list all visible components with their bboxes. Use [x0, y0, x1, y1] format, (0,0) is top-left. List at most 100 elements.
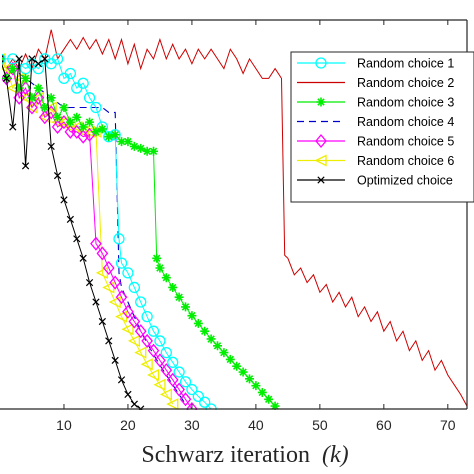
legend-label-random-choice-4: Random choice 4 — [357, 115, 454, 129]
random-choice-6-line — [2, 61, 174, 405]
random-choice-3-point-9 — [53, 112, 63, 122]
optimized-choice-point-8 — [47, 142, 55, 151]
random-choice-3-point-5 — [27, 93, 37, 103]
random-choice-3-point-29 — [174, 292, 184, 302]
random-choice-3-point-20 — [123, 137, 133, 147]
random-choice-5-point-25 — [154, 353, 166, 368]
random-choice-6-point-24 — [147, 368, 160, 382]
random-choice-1-point-12 — [83, 92, 96, 104]
optimized-choice-point-19 — [117, 376, 126, 384]
x-axis-title-var: (k) — [322, 442, 349, 468]
x-tick-label-10: 10 — [56, 417, 72, 433]
legend-label-random-choice-6: Random choice 6 — [357, 154, 454, 168]
x-tick-label-50: 50 — [312, 417, 328, 433]
random-choice-5-point-29 — [179, 392, 192, 407]
random-choice-3-point-37 — [225, 354, 235, 364]
random-choice-3-point-3 — [14, 83, 24, 93]
random-choice-5-point-17 — [102, 260, 115, 276]
random-choice-3-point-42 — [257, 387, 267, 397]
random-choice-1-point-26 — [167, 356, 179, 368]
legend-marker-random-choice-6 — [314, 154, 327, 167]
legend-label-optimized-choice: Optimized choice — [357, 174, 453, 188]
random-choice-3-point-4 — [21, 73, 31, 83]
random-choice-3-point-16 — [97, 124, 107, 134]
random-choice-5-point-15 — [90, 236, 102, 251]
optimized-choice-point-3 — [15, 55, 23, 63]
random-choice-3-point-21 — [129, 141, 139, 151]
random-choice-3-point-18 — [110, 130, 120, 140]
series-random-choice-3 — [2, 55, 280, 410]
random-choice-3-point-32 — [193, 318, 203, 328]
random-choice-3-point-33 — [200, 326, 210, 336]
random-choice-6-point-21 — [127, 334, 140, 347]
random-choice-3-point-43 — [264, 394, 274, 404]
random-choice-1-point-21 — [135, 296, 147, 308]
legend-label-random-choice-5: Random choice 5 — [357, 135, 454, 149]
random-choice-5-point-18 — [109, 275, 121, 290]
random-choice-1-line — [2, 58, 212, 410]
random-choice-3-point-7 — [40, 103, 50, 113]
random-choice-5-point-20 — [122, 304, 134, 319]
random-choice-1-point-7 — [51, 53, 64, 65]
random-choice-3-point-24 — [149, 146, 159, 156]
legend: Random choice 1 Random choice 2 Random cho… — [290, 51, 474, 203]
series-random-choice-5 — [2, 54, 198, 410]
random-choice-5-point-13 — [77, 129, 90, 144]
optimized-choice-point-18 — [111, 356, 119, 364]
optimized-choice-point-4 — [21, 162, 30, 170]
optimized-choice-point-17 — [105, 337, 113, 345]
random-choice-1-point-20 — [128, 281, 140, 294]
random-choice-3-point-2 — [8, 64, 18, 74]
optimized-choice-point-5 — [28, 55, 36, 63]
random-choice-1-point-31 — [199, 396, 211, 408]
random-choice-3-point-15 — [91, 127, 101, 137]
random-choice-5-point-16 — [96, 246, 109, 261]
legend-label-random-choice-3: Random choice 3 — [357, 96, 454, 110]
optimized-choice-point-12 — [73, 235, 81, 243]
legend-entry-random-choice-1: Random choice 1 — [297, 57, 454, 71]
random-choice-5-point-26 — [160, 363, 173, 378]
random-choice-1-point-0 — [2, 53, 6, 65]
random-choice-3-point-40 — [244, 374, 254, 384]
legend-marker-random-choice-3 — [316, 97, 326, 107]
random-choice-3-point-26 — [155, 263, 165, 273]
random-choice-5-point-30 — [186, 401, 198, 410]
legend-entry-random-choice-6: Random choice 6 — [297, 154, 454, 168]
random-choice-6-point-26 — [159, 388, 172, 401]
random-choice-5-point-27 — [166, 372, 179, 387]
random-choice-3-point-30 — [181, 302, 191, 312]
random-choice-5-line — [2, 63, 193, 410]
random-choice-3-point-22 — [136, 143, 146, 153]
random-choice-3-point-41 — [251, 381, 261, 391]
legend-marker-random-choice-5 — [315, 133, 327, 149]
random-choice-6-point-25 — [153, 378, 166, 391]
random-choice-3-point-11 — [65, 117, 75, 127]
random-choice-2-line — [2, 29, 467, 407]
random-choice-5-point-5 — [26, 100, 38, 115]
legend-marker-random-choice-1 — [315, 57, 327, 69]
random-choice-1-point-22 — [141, 310, 153, 323]
optimized-choice-point-13 — [79, 254, 87, 262]
legend-entry-random-choice-3: Random choice 3 — [297, 96, 454, 110]
optimized-choice-point-9 — [53, 171, 62, 180]
legend-label-random-choice-1: Random choice 1 — [357, 57, 454, 71]
optimized-choice-point-1 — [2, 74, 11, 82]
random-choice-3-point-23 — [142, 146, 152, 156]
random-choice-3-point-44 — [270, 401, 280, 410]
random-choice-3-point-19 — [117, 137, 127, 147]
random-choice-1-point-18 — [115, 257, 128, 269]
legend-box — [290, 51, 474, 203]
random-choice-3-point-6 — [33, 83, 43, 93]
optimized-choice-point-11 — [66, 215, 74, 223]
x-axis-title: Schwarz iteration (k) — [141, 442, 348, 468]
random-choice-1-point-1 — [7, 53, 19, 65]
random-choice-6-point-20 — [121, 323, 134, 336]
random-choice-1-point-29 — [186, 383, 198, 396]
optimized-choice-point-14 — [85, 278, 94, 287]
random-choice-1-point-27 — [173, 366, 185, 378]
random-choice-3-point-25 — [152, 253, 162, 263]
random-choice-5-point-22 — [134, 324, 147, 339]
random-choice-5-point-1 — [2, 71, 13, 86]
random-choice-3-point-13 — [78, 122, 88, 132]
